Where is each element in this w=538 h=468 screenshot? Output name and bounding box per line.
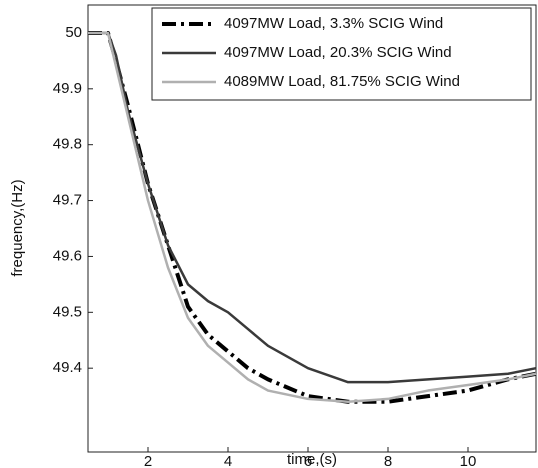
- legend-label: 4089MW Load, 81.75% SCIG Wind: [224, 73, 460, 90]
- y-tick-label: 49.6: [53, 247, 82, 264]
- y-axis-label: frequency,(Hz): [9, 179, 26, 276]
- x-tick-label: 2: [144, 453, 152, 468]
- y-tick-label: 49.4: [53, 359, 82, 376]
- legend-label: 4097MW Load, 3.3% SCIG Wind: [224, 15, 443, 32]
- x-tick-label: 10: [460, 453, 477, 468]
- y-tick-label: 49.7: [53, 192, 82, 209]
- series-line: [88, 31, 537, 384]
- x-tick-label: 4: [224, 453, 232, 468]
- y-tick-label: 49.9: [53, 80, 82, 97]
- legend-label: 4097MW Load, 20.3% SCIG Wind: [224, 44, 452, 61]
- y-tick-label: 49.5: [53, 303, 82, 320]
- x-axis-label: time,(s): [287, 451, 337, 468]
- y-tick-label: 50: [65, 24, 82, 41]
- series-line: [88, 31, 537, 403]
- x-tick-label: 8: [384, 453, 392, 468]
- x-tick-label: 6: [304, 453, 312, 468]
- y-tick-label: 49.8: [53, 136, 82, 153]
